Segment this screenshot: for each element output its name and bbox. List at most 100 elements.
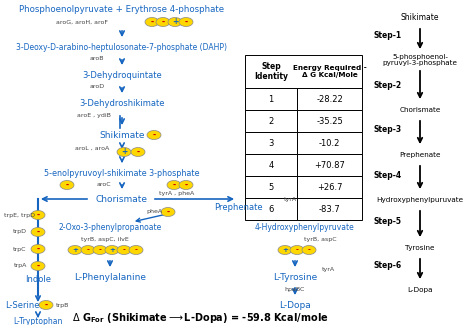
- Text: 3: 3: [268, 138, 273, 148]
- Text: -: -: [135, 247, 137, 253]
- Text: L-Phenylalanine: L-Phenylalanine: [74, 272, 146, 281]
- Text: 1: 1: [268, 95, 273, 103]
- Ellipse shape: [167, 180, 181, 189]
- Text: aroB: aroB: [90, 57, 104, 61]
- Text: trpE, trpD: trpE, trpD: [4, 213, 36, 217]
- Ellipse shape: [81, 245, 95, 254]
- Text: L-Tyrosine: L-Tyrosine: [273, 272, 317, 281]
- Text: Step
Identity: Step Identity: [254, 62, 288, 81]
- Text: 6: 6: [268, 204, 273, 214]
- Text: -10.2: -10.2: [319, 138, 340, 148]
- Text: -: -: [36, 227, 39, 237]
- Text: Step-3: Step-3: [374, 125, 402, 135]
- Text: +: +: [282, 247, 288, 253]
- Text: pheA: pheA: [146, 210, 162, 214]
- Text: $\Delta$ G$_{\mathbf{For}}$ (Shikimate$\longrightarrow$L-Dopa) = -59.8 Kcal/mole: $\Delta$ G$_{\mathbf{For}}$ (Shikimate$\…: [72, 311, 328, 325]
- Text: 2: 2: [268, 116, 273, 125]
- Text: -: -: [65, 180, 69, 189]
- Ellipse shape: [278, 245, 292, 254]
- Text: -: -: [173, 180, 175, 189]
- Ellipse shape: [290, 245, 304, 254]
- Text: Phosphoenolpyruvate + Erythrose 4-phosphate: Phosphoenolpyruvate + Erythrose 4-phosph…: [19, 6, 225, 15]
- Ellipse shape: [105, 245, 119, 254]
- Text: trpD: trpD: [13, 229, 27, 235]
- Text: Step-5: Step-5: [374, 217, 402, 227]
- Text: -: -: [36, 211, 39, 219]
- Bar: [245, 88, 297, 110]
- Ellipse shape: [117, 245, 131, 254]
- Ellipse shape: [145, 18, 159, 27]
- Bar: [297, 132, 362, 154]
- Bar: [245, 55, 362, 88]
- Text: -: -: [166, 207, 170, 216]
- Text: tyrB, aspC: tyrB, aspC: [304, 238, 337, 242]
- Text: Prephenate: Prephenate: [214, 202, 262, 212]
- Text: -: -: [123, 247, 126, 253]
- Text: aroD: aroD: [90, 84, 105, 89]
- Bar: [245, 110, 297, 132]
- Text: Step-1: Step-1: [374, 32, 402, 41]
- Text: Tyrosine: Tyrosine: [405, 245, 435, 251]
- Text: 5-enolpyruvoyl-shikimate 3-phosphate: 5-enolpyruvoyl-shikimate 3-phosphate: [44, 168, 200, 177]
- Ellipse shape: [31, 227, 45, 237]
- Ellipse shape: [156, 18, 170, 27]
- Ellipse shape: [93, 245, 107, 254]
- Text: aroE , ydiB: aroE , ydiB: [77, 112, 111, 118]
- Ellipse shape: [31, 262, 45, 270]
- Text: -: -: [36, 262, 39, 270]
- Text: +26.7: +26.7: [317, 183, 342, 191]
- Text: 3-Deoxy-D-arabino-heptulosonate-7-phosphate (DAHP): 3-Deoxy-D-arabino-heptulosonate-7-phosph…: [17, 43, 228, 51]
- Text: trpC: trpC: [13, 246, 27, 252]
- Text: Step-6: Step-6: [374, 261, 402, 269]
- Text: L-Dopa: L-Dopa: [279, 301, 311, 309]
- Text: +: +: [121, 148, 127, 157]
- Text: hpaBC: hpaBC: [285, 288, 305, 292]
- Text: -83.7: -83.7: [319, 204, 340, 214]
- Text: Shikimate: Shikimate: [401, 14, 439, 22]
- Text: -: -: [296, 247, 299, 253]
- Text: +70.87: +70.87: [314, 161, 345, 170]
- Text: -: -: [308, 247, 310, 253]
- Text: 4: 4: [268, 161, 273, 170]
- Text: -: -: [153, 131, 155, 139]
- Ellipse shape: [68, 245, 82, 254]
- Ellipse shape: [117, 148, 131, 157]
- Bar: [245, 176, 297, 198]
- Text: Hydroxyphenylpuruvate: Hydroxyphenylpuruvate: [376, 197, 464, 203]
- Ellipse shape: [129, 245, 143, 254]
- Text: Energy Required -
Δ G Kcal/Mole: Energy Required - Δ G Kcal/Mole: [292, 65, 366, 78]
- Ellipse shape: [60, 180, 74, 189]
- Text: trpA: trpA: [13, 264, 27, 268]
- Ellipse shape: [179, 18, 193, 27]
- Ellipse shape: [147, 131, 161, 139]
- Text: Step-2: Step-2: [374, 81, 402, 89]
- Text: Chorismate: Chorismate: [399, 107, 441, 113]
- Text: Shikimate: Shikimate: [99, 131, 145, 139]
- Text: -: -: [137, 148, 139, 157]
- Text: tyrA: tyrA: [283, 198, 297, 202]
- Text: Chorismate: Chorismate: [96, 194, 148, 203]
- Text: 3-Dehydroshikimate: 3-Dehydroshikimate: [79, 98, 165, 108]
- Text: -: -: [184, 18, 188, 27]
- Bar: [297, 176, 362, 198]
- Text: -: -: [99, 247, 101, 253]
- Text: 5: 5: [268, 183, 273, 191]
- Text: Prephenate: Prephenate: [399, 152, 441, 158]
- Text: L-Serine: L-Serine: [5, 301, 39, 309]
- Text: L-Tryptophan: L-Tryptophan: [13, 317, 63, 325]
- Ellipse shape: [31, 244, 45, 254]
- Bar: [297, 88, 362, 110]
- Ellipse shape: [302, 245, 316, 254]
- Text: tyrB, aspC, ilvE: tyrB, aspC, ilvE: [81, 238, 129, 242]
- Bar: [245, 154, 297, 176]
- Text: aroG, aroH, aroF: aroG, aroH, aroF: [56, 20, 108, 24]
- Text: 3-Dehydroquintate: 3-Dehydroquintate: [82, 71, 162, 80]
- Text: aroL , aroA: aroL , aroA: [75, 146, 109, 150]
- Text: 2-Oxo-3-phenylpropanoate: 2-Oxo-3-phenylpropanoate: [58, 224, 162, 232]
- Text: Indole: Indole: [25, 276, 51, 284]
- Text: -: -: [36, 244, 39, 254]
- Text: -: -: [45, 301, 47, 309]
- Ellipse shape: [161, 207, 175, 216]
- Text: +: +: [172, 18, 178, 27]
- Text: -: -: [150, 18, 154, 27]
